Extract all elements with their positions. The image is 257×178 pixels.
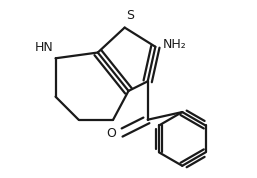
Text: HN: HN bbox=[35, 41, 54, 54]
Text: NH₂: NH₂ bbox=[163, 38, 187, 51]
Text: S: S bbox=[127, 9, 135, 22]
Text: O: O bbox=[106, 127, 116, 140]
